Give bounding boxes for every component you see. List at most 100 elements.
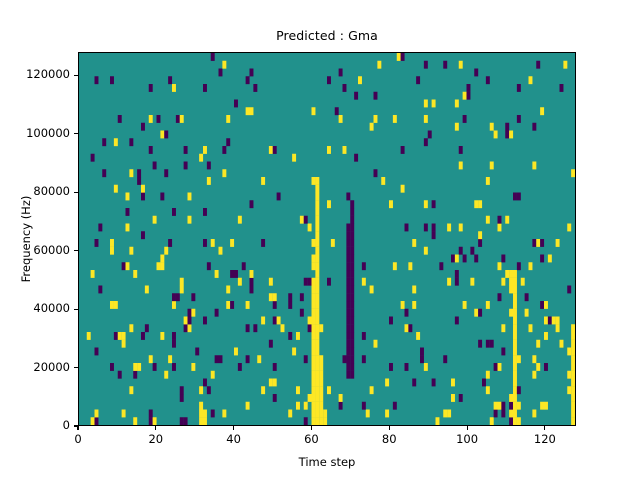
heatmap-cell <box>268 146 273 154</box>
heatmap-cell <box>489 161 494 170</box>
heatmap-cell <box>516 262 521 271</box>
heatmap-cell <box>505 122 510 131</box>
heatmap-cell <box>203 417 207 425</box>
y-tick-label: 80000 <box>33 184 70 199</box>
x-tick-mark <box>466 426 468 430</box>
heatmap-cell <box>160 192 165 201</box>
heatmap-cell <box>183 324 188 333</box>
heatmap-cell <box>420 355 424 364</box>
heatmap-cell <box>505 215 510 224</box>
heatmap-cell <box>350 246 355 255</box>
heatmap-cell <box>327 386 331 395</box>
y-tick-mark <box>74 367 78 369</box>
heatmap-cell <box>113 138 118 147</box>
heatmap-cell <box>179 386 184 395</box>
heatmap-cell <box>342 84 347 92</box>
heatmap-cell <box>249 68 254 77</box>
heatmap-cell <box>164 370 169 379</box>
heatmap-cell <box>544 316 548 325</box>
heatmap-cell <box>230 270 235 278</box>
heatmap-cell <box>505 130 510 139</box>
heatmap-cell <box>346 316 351 325</box>
heatmap-cell <box>315 215 320 224</box>
heatmap-cell <box>544 401 548 410</box>
heatmap-cell <box>454 316 459 325</box>
heatmap-cell <box>462 254 467 263</box>
heatmap-cell <box>350 277 355 286</box>
heatmap-cell <box>513 339 517 348</box>
heatmap-cell <box>141 122 145 131</box>
heatmap-cell <box>513 386 517 395</box>
heatmap-cell <box>311 239 316 247</box>
heatmap-cell <box>412 378 417 387</box>
heatmap-cell <box>245 301 250 309</box>
heatmap-cell <box>288 332 293 340</box>
heatmap-cell <box>516 192 521 201</box>
heatmap-cell <box>133 417 138 425</box>
heatmap-cell <box>183 316 188 325</box>
heatmap-cell <box>299 293 304 302</box>
heatmap-cell <box>148 146 153 154</box>
heatmap-cell <box>389 200 393 209</box>
heatmap-cell <box>144 285 149 294</box>
heatmap-cell <box>435 417 440 425</box>
heatmap-cell <box>454 254 459 263</box>
heatmap-cell <box>474 254 479 263</box>
heatmap-cell <box>350 324 355 333</box>
heatmap-cell <box>129 138 134 147</box>
heatmap-cell <box>513 401 517 410</box>
heatmap-cell <box>513 270 517 278</box>
heatmap-cell <box>315 262 320 271</box>
heatmap-cell <box>443 355 448 364</box>
heatmap-cell <box>319 386 324 395</box>
heatmap-cell <box>369 386 374 395</box>
heatmap-cell <box>234 99 238 108</box>
heatmap-cell <box>307 394 312 402</box>
heatmap-cell <box>412 301 417 309</box>
heatmap-cell <box>567 223 572 232</box>
heatmap-cell <box>280 324 285 333</box>
heatmap-cell <box>571 363 575 371</box>
heatmap-cell <box>423 223 428 232</box>
heatmap-cell <box>350 316 355 325</box>
heatmap-cell <box>571 370 575 379</box>
heatmap-cell <box>346 231 351 240</box>
heatmap-cell <box>571 332 575 340</box>
heatmap-cell <box>451 378 455 387</box>
heatmap-cell <box>144 324 149 333</box>
heatmap-cell <box>179 417 184 425</box>
heatmap-cell <box>346 332 351 340</box>
heatmap-cell <box>94 347 99 356</box>
heatmap-cell <box>544 301 548 309</box>
heatmap-cell <box>513 409 517 418</box>
heatmap-cell <box>454 99 459 108</box>
heatmap-cell <box>311 409 316 418</box>
heatmap-cell <box>203 239 207 247</box>
heatmap-cell <box>509 285 514 294</box>
heatmap-cell <box>311 316 316 325</box>
heatmap-cell <box>179 115 184 123</box>
heatmap-cell <box>513 293 517 302</box>
heatmap-cell <box>315 308 320 317</box>
heatmap-cell <box>524 308 529 317</box>
heatmap-cell <box>245 401 250 410</box>
heatmap-cell <box>540 107 545 116</box>
heatmap-cell <box>346 355 351 364</box>
heatmap-cell <box>303 277 308 286</box>
heatmap-cell <box>423 138 428 147</box>
heatmap-cell <box>532 409 537 418</box>
heatmap-cell <box>268 378 273 387</box>
heatmap-cell <box>400 184 405 193</box>
heatmap-cell <box>117 115 122 123</box>
heatmap-cell <box>210 370 215 379</box>
x-tick-mark <box>310 426 312 430</box>
x-tick-mark <box>77 426 79 430</box>
heatmap-cell <box>478 200 483 209</box>
heatmap-cell <box>315 394 320 402</box>
heatmap-cell <box>183 146 188 154</box>
heatmap-cell <box>485 177 490 185</box>
heatmap-cell <box>187 192 192 201</box>
heatmap-cell <box>338 115 343 123</box>
heatmap-cell <box>299 308 304 317</box>
heatmap-cell <box>179 285 184 294</box>
